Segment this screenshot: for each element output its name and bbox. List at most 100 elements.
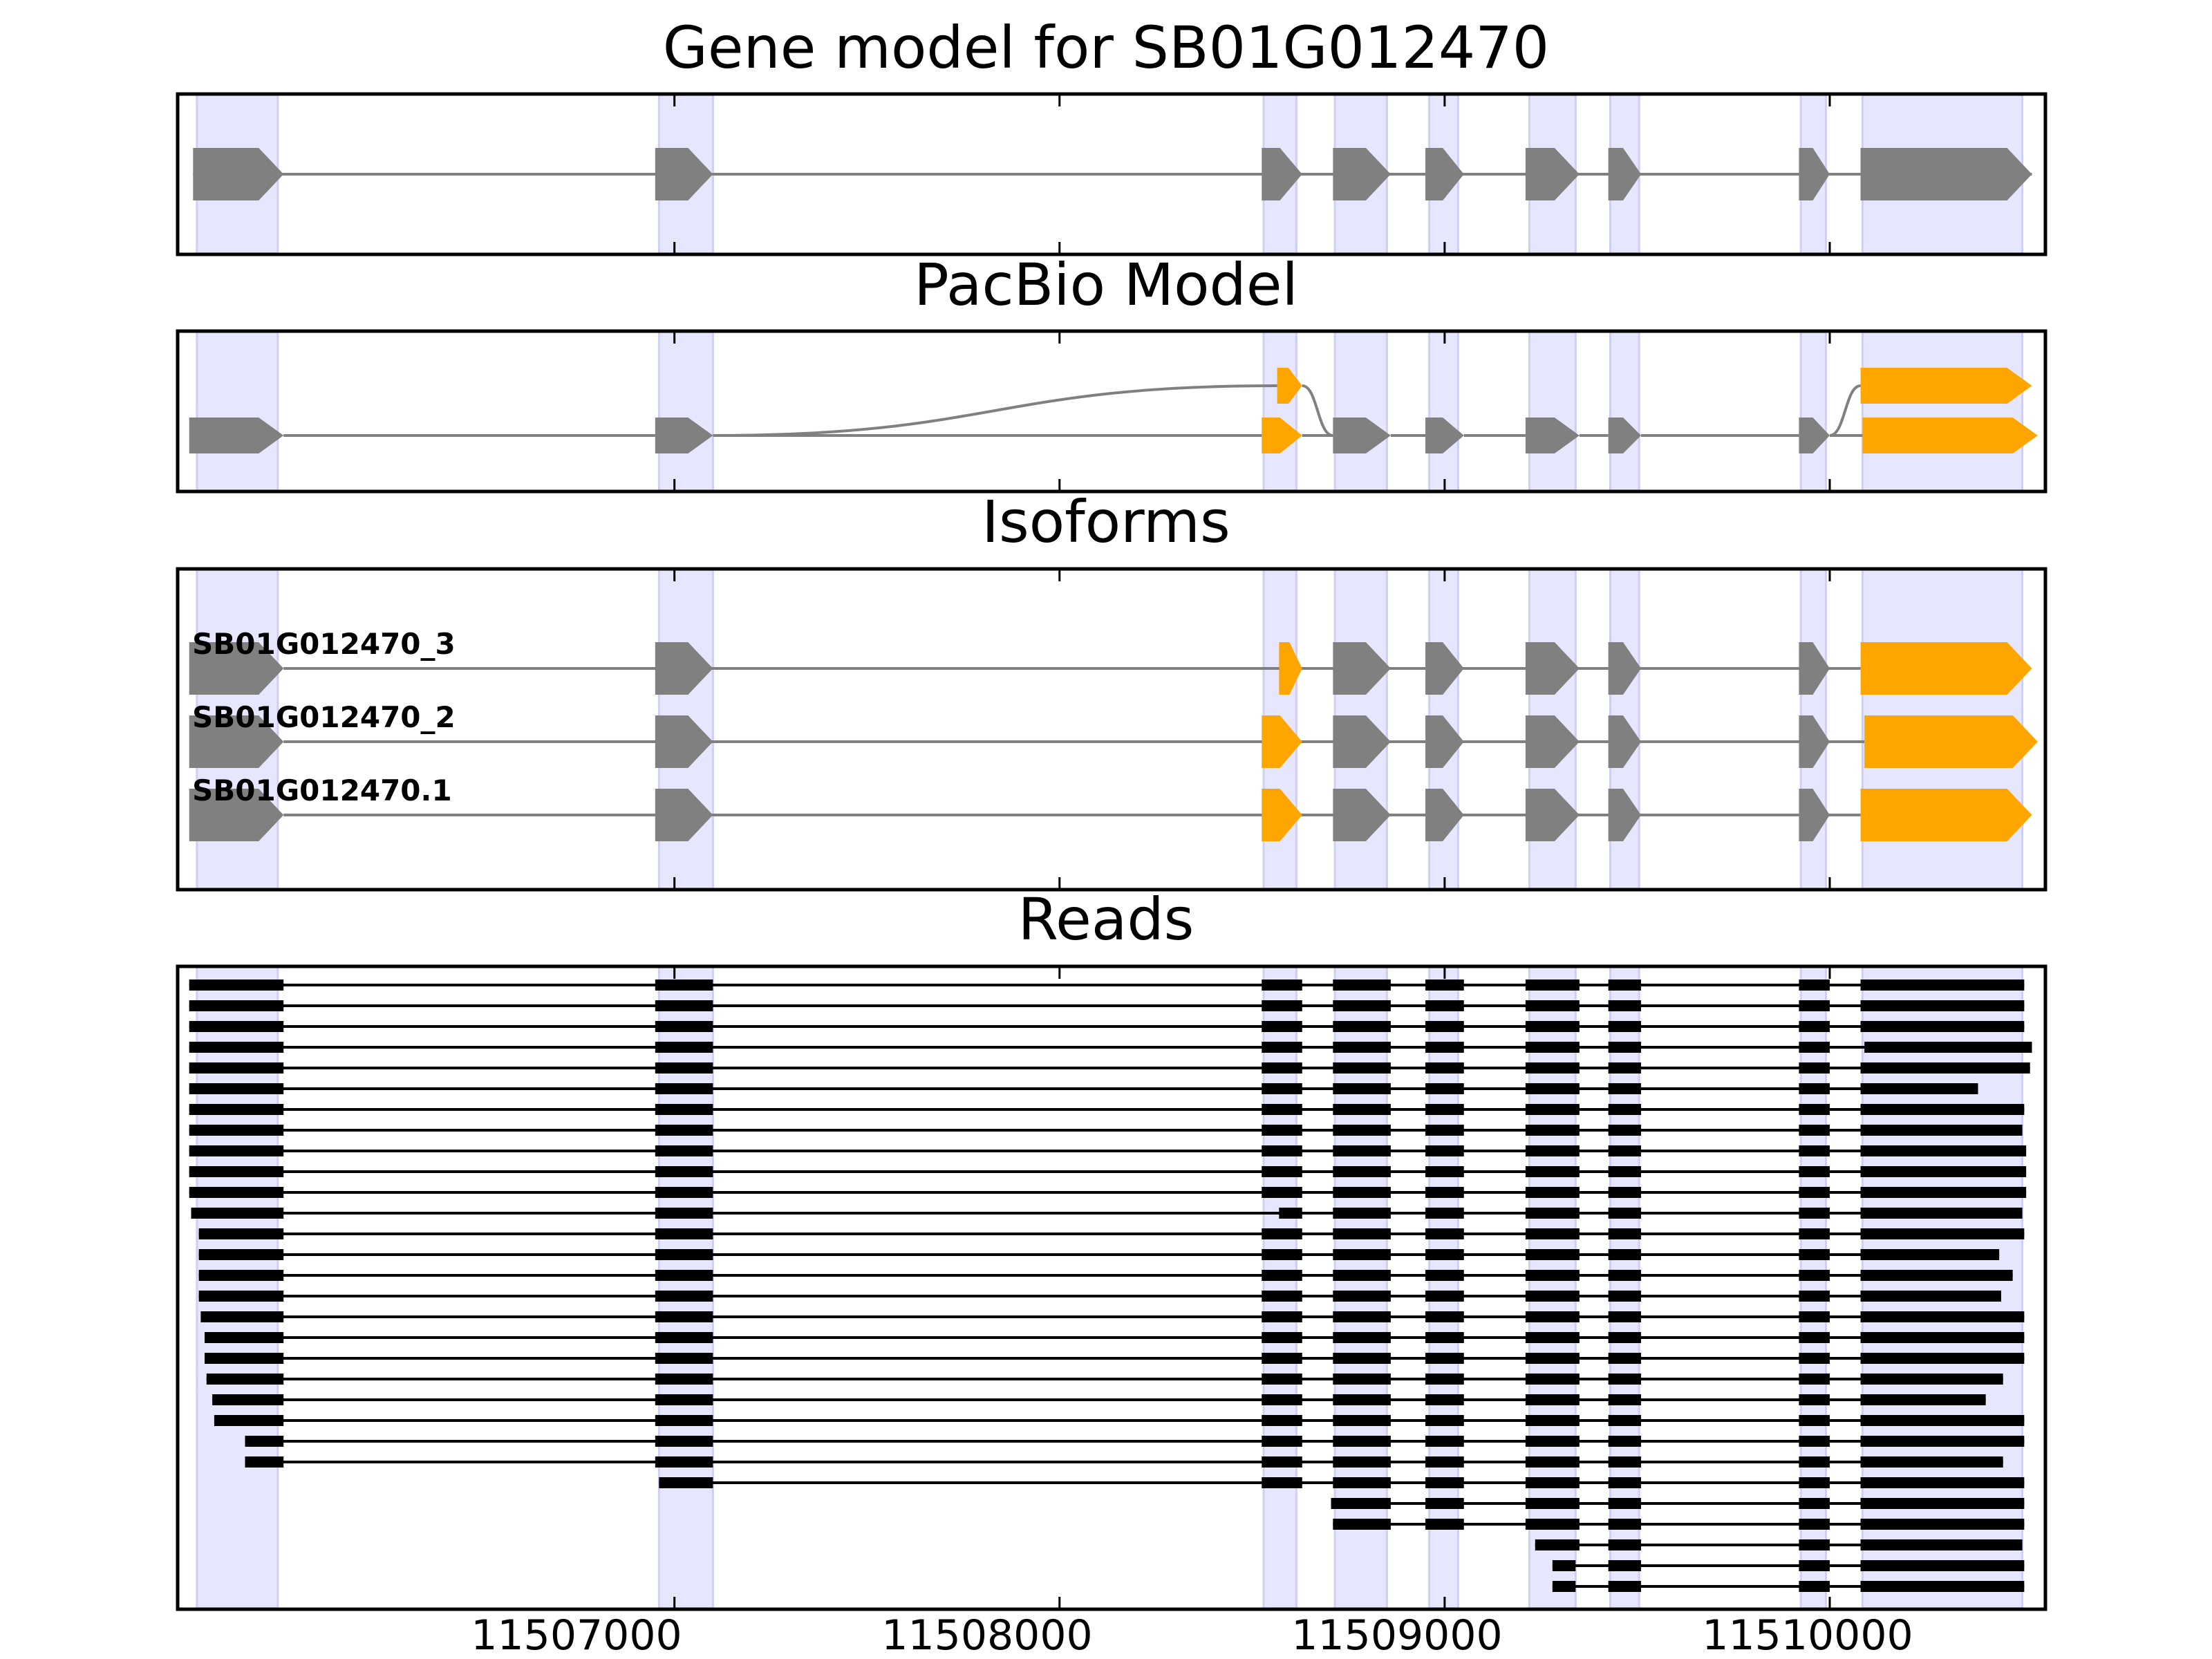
exon-arrow xyxy=(1862,418,2038,453)
exon-highlight-region xyxy=(1799,330,1827,493)
read-block xyxy=(1552,1581,1576,1592)
read-block xyxy=(1860,1581,2025,1592)
read-block xyxy=(1333,980,1391,991)
exon-arrow xyxy=(1262,148,1302,200)
read-block xyxy=(655,1062,713,1074)
read-block xyxy=(1608,1394,1642,1405)
read-block xyxy=(1425,1187,1464,1198)
read-block xyxy=(1262,1000,1302,1011)
x-tick-label: 11508000 xyxy=(881,1611,1092,1659)
exon-highlight-region xyxy=(1262,330,1297,493)
read-block xyxy=(245,1436,284,1447)
read-block xyxy=(1333,1062,1391,1074)
read-block xyxy=(659,1477,713,1488)
read-block xyxy=(1425,1021,1464,1032)
exon-highlight-region xyxy=(1609,330,1640,493)
read-block xyxy=(1535,1539,1580,1550)
read-block xyxy=(1608,1477,1642,1488)
read-block xyxy=(1860,1125,2023,1136)
read-block xyxy=(1860,1291,2001,1302)
read-block xyxy=(1860,1021,2025,1032)
read-block xyxy=(1525,1104,1580,1115)
isoform-label: SB01G012470.1 xyxy=(192,774,452,807)
read-block xyxy=(1279,1208,1302,1219)
read-block xyxy=(1525,1042,1580,1053)
panel-frame xyxy=(176,964,2047,1611)
exon-arrow xyxy=(1799,789,1830,841)
read-block xyxy=(1333,1083,1391,1094)
exon-arrow xyxy=(655,148,713,200)
read-block xyxy=(1333,1042,1391,1053)
exon-arrow xyxy=(1608,715,1642,768)
read-block xyxy=(1608,1125,1642,1136)
read-block xyxy=(1860,1104,2025,1115)
read-block xyxy=(1525,1249,1580,1260)
exon-arrow xyxy=(189,418,284,453)
read-block xyxy=(212,1394,284,1405)
read-block xyxy=(1860,980,2025,991)
read-block xyxy=(1860,1353,2025,1364)
read-block xyxy=(1860,1498,2025,1509)
exon-arrow xyxy=(1799,642,1830,695)
read-block xyxy=(1608,1353,1642,1364)
read-block xyxy=(1608,1332,1642,1343)
exon-arrow xyxy=(1262,418,1302,453)
read-block xyxy=(1262,1332,1302,1343)
read-block xyxy=(1425,1042,1464,1053)
read-block xyxy=(1608,1270,1642,1281)
exon-arrow xyxy=(655,789,713,841)
read-block xyxy=(206,1374,284,1385)
read-block xyxy=(1860,1415,2025,1426)
exon-arrow xyxy=(1525,642,1580,695)
panel-frame xyxy=(176,92,2047,256)
read-block xyxy=(1608,1498,1642,1509)
read-block xyxy=(1799,980,1830,991)
read-block xyxy=(1799,1083,1830,1094)
read-block xyxy=(1333,1145,1391,1156)
read-block xyxy=(198,1249,284,1260)
read-block xyxy=(1799,1560,1830,1571)
read-block xyxy=(214,1415,284,1426)
read-block xyxy=(1525,1477,1580,1488)
read-block xyxy=(1799,1415,1830,1426)
read-block xyxy=(1525,1083,1580,1094)
read-block xyxy=(1860,1539,2023,1550)
read-block xyxy=(1525,1311,1580,1322)
read-block xyxy=(1860,1332,2025,1343)
read-block xyxy=(655,1000,713,1011)
read-block xyxy=(1333,1332,1391,1343)
read-block xyxy=(1799,1539,1830,1550)
exon-arrow xyxy=(1860,789,2032,841)
read-block xyxy=(655,1353,713,1364)
exon-arrow xyxy=(189,715,284,768)
read-block xyxy=(1425,1291,1464,1302)
read-block xyxy=(1525,1456,1580,1468)
read-block xyxy=(1799,1436,1830,1447)
read-block xyxy=(1525,1021,1580,1032)
read-block xyxy=(1262,1415,1302,1426)
read-block xyxy=(1262,1104,1302,1115)
read-block xyxy=(1525,1394,1580,1405)
exon-highlight-region xyxy=(196,330,279,493)
read-block xyxy=(189,1104,284,1115)
read-block xyxy=(198,1270,284,1281)
read-block xyxy=(1799,1104,1830,1115)
exon-arrow xyxy=(655,715,713,768)
exon-arrow xyxy=(1525,418,1580,453)
read-block xyxy=(1608,1208,1642,1219)
read-block xyxy=(1799,1145,1830,1156)
read-block xyxy=(1864,1042,2032,1053)
read-block xyxy=(655,1125,713,1136)
exon-arrow xyxy=(1860,368,2032,404)
read-block xyxy=(1262,1187,1302,1198)
read-block xyxy=(655,1083,713,1094)
read-block xyxy=(1608,1311,1642,1322)
read-block xyxy=(204,1332,284,1343)
read-block xyxy=(1525,1145,1580,1156)
exon-arrow xyxy=(1860,148,2032,200)
read-block xyxy=(1860,1436,2025,1447)
read-block xyxy=(1262,1021,1302,1032)
exon-arrow xyxy=(1525,148,1580,200)
read-block xyxy=(1262,1311,1302,1322)
read-block xyxy=(1425,1062,1464,1074)
